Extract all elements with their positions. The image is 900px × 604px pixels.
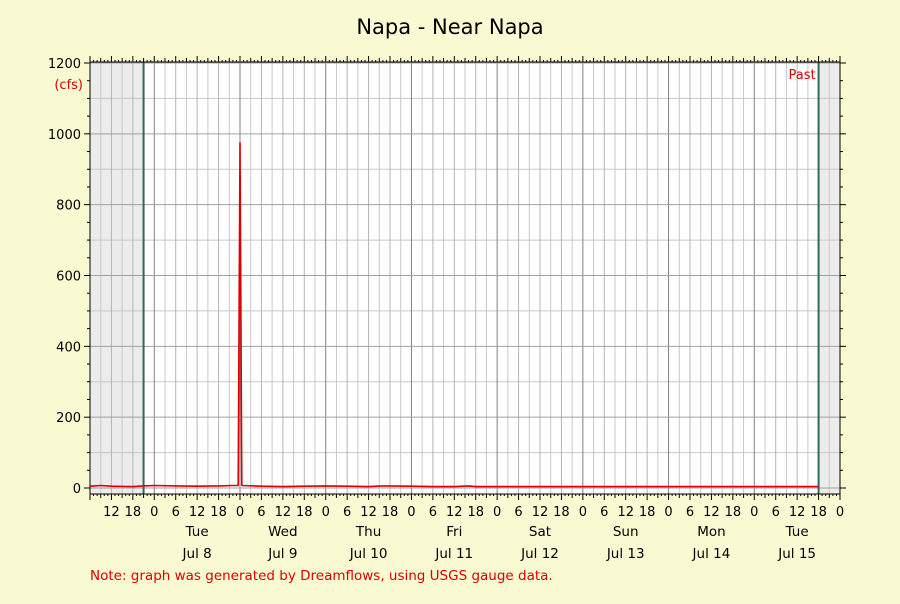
x-tick-label: 6 bbox=[172, 505, 180, 520]
x-tick-label: 0 bbox=[579, 505, 587, 520]
x-tick-label: 18 bbox=[467, 505, 484, 520]
y-tick-label: 800 bbox=[56, 199, 81, 214]
x-tick-label: 6 bbox=[600, 505, 608, 520]
flow-series-line bbox=[89, 141, 819, 488]
day-weekday-label: Wed bbox=[268, 524, 297, 540]
footnote: Note: graph was generated by Dreamflows,… bbox=[90, 568, 553, 584]
x-tick-label: 12 bbox=[275, 505, 292, 520]
y-tick-label: 400 bbox=[56, 340, 81, 355]
y-tick-label: 200 bbox=[56, 411, 81, 426]
day-date-label: Jul 9 bbox=[267, 546, 297, 562]
day-weekday-label: Sat bbox=[529, 524, 551, 540]
x-tick-label: 12 bbox=[789, 505, 806, 520]
x-tick-label: 18 bbox=[125, 505, 142, 520]
x-tick-label: 6 bbox=[772, 505, 780, 520]
day-weekday-label: Tue bbox=[785, 524, 809, 540]
x-tick-label: 6 bbox=[343, 505, 351, 520]
x-tick-label: 6 bbox=[429, 505, 437, 520]
x-tick-label: 18 bbox=[639, 505, 656, 520]
day-date-label: Jul 12 bbox=[520, 546, 559, 562]
x-tick-label: 0 bbox=[407, 505, 415, 520]
day-weekday-label: Mon bbox=[697, 524, 725, 540]
x-tick-label: 12 bbox=[703, 505, 720, 520]
x-tick-label: 12 bbox=[532, 505, 549, 520]
y-tick-label: 0 bbox=[73, 482, 81, 497]
day-date-label: Jul 13 bbox=[606, 546, 645, 562]
x-tick-label: 6 bbox=[686, 505, 694, 520]
y-tick-label: 1200 bbox=[48, 57, 81, 72]
x-tick-label: 18 bbox=[382, 505, 399, 520]
y-axis-unit-label: (cfs) bbox=[54, 78, 83, 93]
y-tick-label: 1000 bbox=[48, 128, 81, 143]
x-tick-label: 18 bbox=[553, 505, 570, 520]
day-date-label: Jul 15 bbox=[777, 546, 816, 562]
x-tick-label: 6 bbox=[257, 505, 265, 520]
shaded-region-left bbox=[90, 62, 144, 494]
x-tick-label: 0 bbox=[664, 505, 672, 520]
x-tick-label: 0 bbox=[750, 505, 758, 520]
day-weekday-label: Thu bbox=[355, 524, 381, 540]
day-date-label: Jul 14 bbox=[692, 546, 731, 562]
x-tick-label: 18 bbox=[296, 505, 313, 520]
x-tick-label: 18 bbox=[725, 505, 742, 520]
day-date-label: Jul 10 bbox=[349, 546, 388, 562]
day-date-label: Jul 11 bbox=[434, 546, 473, 562]
x-tick-label: 12 bbox=[446, 505, 463, 520]
x-tick-label: 0 bbox=[236, 505, 244, 520]
x-tick-label: 18 bbox=[810, 505, 827, 520]
y-tick-label: 600 bbox=[56, 270, 81, 285]
day-date-label: Jul 8 bbox=[182, 546, 212, 562]
x-tick-label: 12 bbox=[103, 505, 120, 520]
x-tick-label: 0 bbox=[836, 505, 844, 520]
day-weekday-label: Sun bbox=[613, 524, 639, 540]
x-tick-label: 12 bbox=[617, 505, 634, 520]
x-tick-label: 0 bbox=[150, 505, 158, 520]
x-tick-label: 6 bbox=[514, 505, 522, 520]
x-tick-label: 18 bbox=[210, 505, 227, 520]
x-tick-label: 12 bbox=[189, 505, 206, 520]
day-weekday-label: Fri bbox=[446, 524, 462, 540]
x-tick-label: 0 bbox=[493, 505, 501, 520]
past-label: Past bbox=[788, 68, 815, 83]
day-weekday-label: Tue bbox=[185, 524, 209, 540]
chart-title: Napa - Near Napa bbox=[356, 15, 543, 39]
x-tick-label: 12 bbox=[360, 505, 377, 520]
x-tick-label: 0 bbox=[322, 505, 330, 520]
